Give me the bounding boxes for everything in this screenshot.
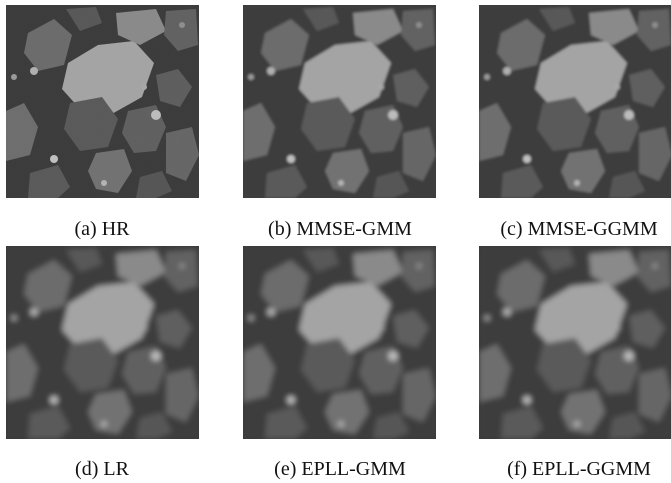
panel-caption: (d) LR [75, 458, 129, 480]
image-panel-epll-gmm [243, 246, 436, 439]
image-panel-hr [6, 5, 199, 198]
image-panel-lr [6, 246, 199, 439]
image-panel-mmse-gmm [243, 5, 436, 198]
mmse-gmm-image [243, 5, 436, 198]
hr-image [6, 5, 199, 198]
image-panel-mmse-ggmm [479, 5, 671, 198]
lr-image [6, 246, 199, 439]
panel-caption: (f) EPLL-GGMM [507, 458, 651, 480]
epll-ggmm-image [479, 246, 671, 439]
panel-caption: (b) MMSE-GMM [268, 218, 412, 240]
epll-gmm-image [243, 246, 436, 439]
panel-caption: (e) EPLL-GMM [274, 458, 406, 480]
panel-caption: (a) HR [74, 218, 130, 240]
mmse-ggmm-image [479, 5, 671, 198]
image-panel-epll-ggmm [479, 246, 671, 439]
panel-caption: (c) MMSE-GGMM [500, 218, 658, 240]
